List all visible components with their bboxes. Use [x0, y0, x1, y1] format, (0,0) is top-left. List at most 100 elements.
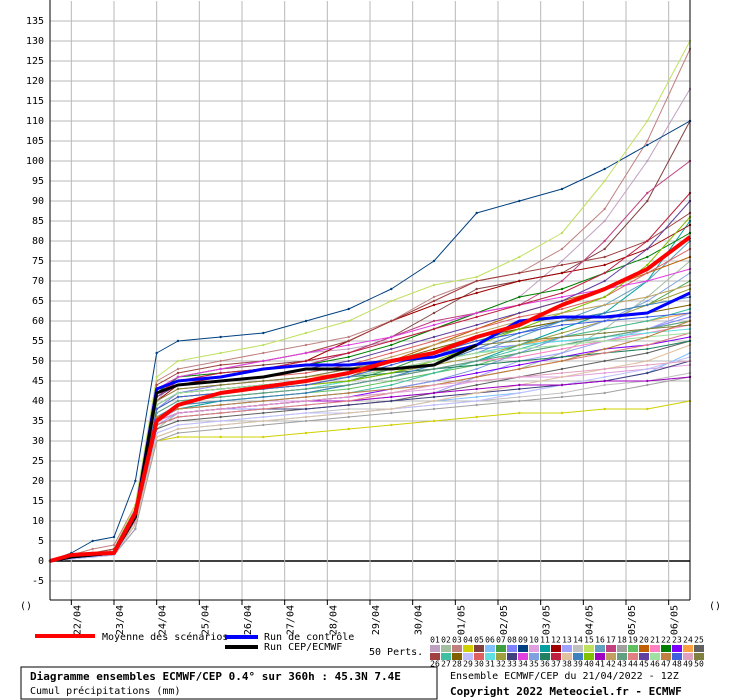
series-point — [347, 359, 350, 363]
axes: -5 0 5 10 15 20 25 30 35 40 45 50 55 60 65 70 75 80 85 90 95… — [26, 0, 691, 635]
legend-swatch — [617, 645, 627, 652]
series-point — [518, 351, 521, 355]
series-point — [262, 415, 265, 419]
series-point — [560, 263, 564, 267]
legend-label: 28 — [452, 660, 462, 669]
legend-swatch — [661, 653, 671, 660]
series-point — [646, 379, 649, 383]
x-tick-label: 26/04 — [243, 605, 254, 635]
series-point — [560, 295, 564, 299]
legend-label: 47 — [661, 660, 671, 669]
corner-mark: () — [20, 601, 32, 612]
series-point — [475, 375, 478, 379]
series-point — [560, 331, 564, 335]
legend-label: 09 — [518, 636, 528, 645]
legend-label: 43 — [617, 660, 627, 669]
x-tick-label: 25/04 — [200, 605, 211, 635]
legend-label: 35 — [529, 660, 539, 669]
series-point — [475, 395, 478, 399]
series-point — [518, 391, 521, 395]
series-point — [304, 403, 308, 407]
series-point — [262, 395, 265, 399]
series-point — [603, 351, 606, 355]
series-point — [560, 355, 564, 359]
y-tick-label: 35 — [32, 416, 44, 427]
x-tick-label: 22/04 — [72, 605, 83, 635]
series-point — [390, 339, 393, 343]
series-point — [347, 375, 350, 379]
series-point — [304, 351, 308, 355]
series-point — [475, 363, 478, 367]
legend-swatch — [562, 645, 572, 652]
series-point — [304, 383, 308, 387]
legend-label: 38 — [562, 660, 572, 669]
series-point — [518, 303, 521, 307]
series-point — [155, 375, 158, 379]
series-point — [390, 411, 393, 415]
y-tick-label: 55 — [32, 336, 44, 347]
series-point — [432, 391, 436, 395]
legend-label: 45 — [639, 660, 649, 669]
series-point — [518, 383, 521, 387]
y-tick-label: 10 — [32, 516, 44, 527]
series-point — [646, 119, 649, 123]
series-point — [560, 307, 564, 311]
series-point — [646, 279, 649, 283]
series-point — [432, 295, 436, 299]
series-point — [603, 239, 606, 243]
series-point — [518, 343, 521, 347]
series-point — [518, 387, 521, 391]
legend-label: 46 — [650, 660, 660, 669]
series-point — [518, 335, 521, 339]
series-point — [390, 375, 393, 379]
series-point — [262, 423, 265, 427]
y-tick-label: 20 — [32, 476, 44, 487]
legend-swatch — [474, 653, 484, 660]
legend-swatch — [507, 653, 517, 660]
series-point — [390, 351, 393, 355]
series-point — [176, 395, 180, 399]
series-point — [603, 367, 606, 371]
series-point — [432, 395, 436, 399]
legend-swatch — [650, 645, 660, 652]
legend-label: 16 — [595, 636, 605, 645]
series-point — [518, 315, 521, 319]
legend-swatch — [694, 653, 704, 660]
series-point — [646, 303, 649, 307]
series-point — [518, 271, 521, 275]
series-point — [475, 315, 478, 319]
title-box — [20, 666, 438, 700]
legend-label: 17 — [606, 636, 616, 645]
series-point — [347, 379, 350, 383]
legend-label: 31 — [485, 660, 495, 669]
legend-label: 26 — [430, 660, 440, 669]
y-tick-label: 120 — [26, 76, 44, 87]
series-point — [475, 355, 478, 359]
series-point — [560, 375, 564, 379]
legend-swatch — [452, 645, 462, 652]
x-tick-label: 29/04 — [371, 605, 382, 635]
series-point — [646, 319, 649, 323]
series-point — [347, 411, 350, 415]
series-point — [432, 379, 436, 383]
legend-swatch — [529, 645, 539, 652]
legend-label: 14 — [573, 636, 583, 645]
series-point — [219, 419, 222, 423]
series-point — [560, 359, 564, 363]
legend-label: 39 — [573, 660, 583, 669]
series-point — [262, 363, 265, 367]
series-point — [432, 299, 436, 303]
series-point — [560, 279, 564, 283]
series-point — [304, 391, 308, 395]
series-point — [347, 383, 350, 387]
legend-swatch — [529, 653, 539, 660]
series-point — [134, 523, 137, 527]
copyright: Copyright 2022 Meteociel.fr - ECMWF — [450, 685, 682, 698]
series-point — [603, 255, 606, 259]
legend-label: 05 — [474, 636, 484, 645]
legend-swatch — [551, 645, 561, 652]
series-point — [176, 427, 180, 431]
legend-swatch — [452, 653, 462, 660]
y-tick-label: 60 — [32, 316, 44, 327]
y-tick-label: 50 — [32, 356, 44, 367]
